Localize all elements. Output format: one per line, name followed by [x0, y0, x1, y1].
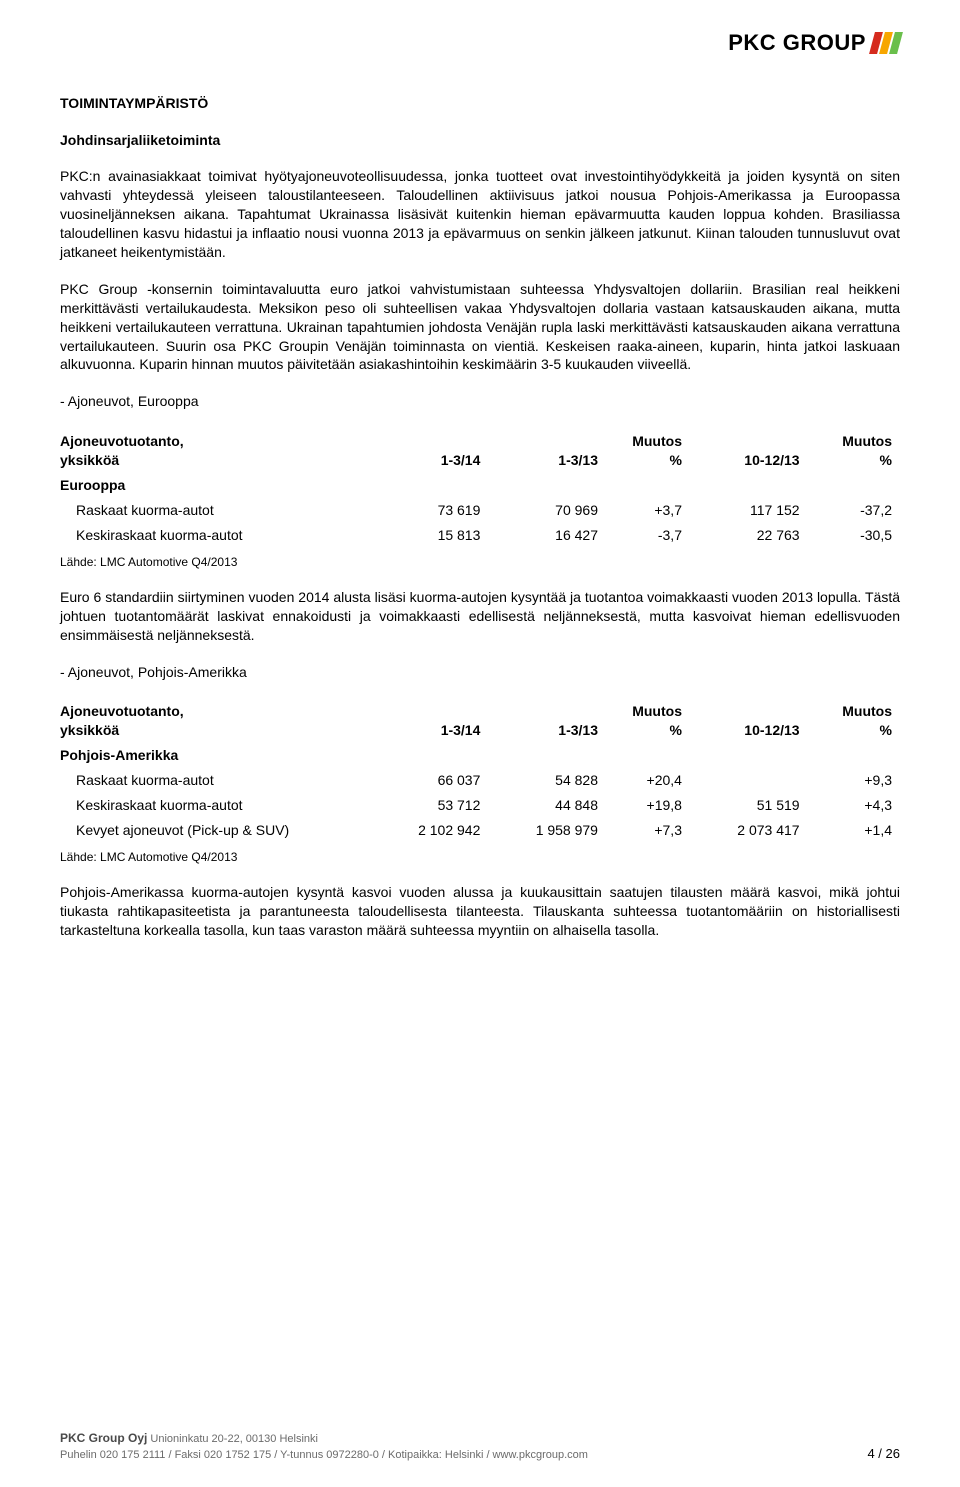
- cell: -30,5: [808, 523, 900, 548]
- table-row: Raskaat kuorma-autot 66 037 54 828 +20,4…: [60, 768, 900, 793]
- table-region-row: Pohjois-Amerikka: [60, 743, 900, 768]
- cell: Kevyet ajoneuvot (Pick-up & SUV): [60, 818, 371, 843]
- paragraph-na-after: Pohjois-Amerikassa kuorma-autojen kysynt…: [60, 883, 900, 940]
- col-header: [690, 429, 808, 451]
- footer-page-number: 4 / 26: [867, 1445, 900, 1463]
- table-header-row: Ajoneuvotuotanto, Muutos Muutos: [60, 429, 900, 451]
- col-header: yksikköä: [60, 721, 371, 743]
- col-header: 10-12/13: [690, 451, 808, 473]
- table-europe: Ajoneuvotuotanto, Muutos Muutos yksikköä…: [60, 429, 900, 547]
- cell: +9,3: [808, 768, 900, 793]
- cell: 53 712: [371, 793, 489, 818]
- cell: +4,3: [808, 793, 900, 818]
- cell: 51 519: [690, 793, 808, 818]
- table-region-row: Eurooppa: [60, 473, 900, 498]
- table-header-row: yksikköä 1-3/14 1-3/13 % 10-12/13 %: [60, 451, 900, 473]
- cell: +1,4: [808, 818, 900, 843]
- region-label: Pohjois-Amerikka: [60, 743, 900, 768]
- col-header: %: [606, 721, 690, 743]
- table-source: Lähde: LMC Automotive Q4/2013: [60, 554, 900, 570]
- cell: +7,3: [606, 818, 690, 843]
- cell: 66 037: [371, 768, 489, 793]
- cell: Raskaat kuorma-autot: [60, 768, 371, 793]
- footer-address: Unioninkatu 20-22, 00130 Helsinki: [150, 1433, 318, 1445]
- col-header: 1-3/14: [371, 721, 489, 743]
- table-row: Raskaat kuorma-autot 73 619 70 969 +3,7 …: [60, 498, 900, 523]
- footer-contact: Puhelin 020 175 2111 / Faksi 020 1752 17…: [60, 1449, 588, 1461]
- cell: Keskiraskaat kuorma-autot: [60, 793, 371, 818]
- col-header: %: [808, 721, 900, 743]
- footer-company: PKC Group Oyj: [60, 1431, 147, 1445]
- cell: [690, 768, 808, 793]
- col-header: %: [808, 451, 900, 473]
- pkc-logo: PKC GROUP: [728, 28, 900, 58]
- col-header: [371, 429, 489, 451]
- logo-text: PKC GROUP: [728, 28, 866, 58]
- col-header: [690, 699, 808, 721]
- cell: Raskaat kuorma-autot: [60, 498, 371, 523]
- col-header: 10-12/13: [690, 721, 808, 743]
- col-header: Muutos: [808, 699, 900, 721]
- col-header: 1-3/14: [371, 451, 489, 473]
- table-header-row: Ajoneuvotuotanto, Muutos Muutos: [60, 699, 900, 721]
- page-header: PKC GROUP: [60, 28, 900, 58]
- section-label-na: - Ajoneuvot, Pohjois-Amerikka: [60, 663, 900, 682]
- table-source: Lähde: LMC Automotive Q4/2013: [60, 849, 900, 865]
- paragraph-1: PKC:n avainasiakkaat toimivat hyötyajone…: [60, 167, 900, 261]
- paragraph-2: PKC Group -konsernin toimintavaluutta eu…: [60, 280, 900, 374]
- cell: 70 969: [488, 498, 606, 523]
- col-header: %: [606, 451, 690, 473]
- cell: 2 102 942: [371, 818, 489, 843]
- paragraph-europe-after: Euro 6 standardiin siirtyminen vuoden 20…: [60, 588, 900, 645]
- col-header: yksikköä: [60, 451, 371, 473]
- cell: -3,7: [606, 523, 690, 548]
- cell: 117 152: [690, 498, 808, 523]
- col-header: Muutos: [606, 699, 690, 721]
- cell: 22 763: [690, 523, 808, 548]
- col-header: [371, 699, 489, 721]
- col-header: 1-3/13: [488, 451, 606, 473]
- logo-bars-icon: [869, 32, 903, 54]
- col-header: Ajoneuvotuotanto,: [60, 699, 371, 721]
- col-header: Muutos: [606, 429, 690, 451]
- cell: +20,4: [606, 768, 690, 793]
- col-header: Muutos: [808, 429, 900, 451]
- page-footer: PKC Group Oyj Unioninkatu 20-22, 00130 H…: [60, 1430, 900, 1463]
- cell: 44 848: [488, 793, 606, 818]
- cell: +19,8: [606, 793, 690, 818]
- heading-main: TOIMINTAYMPÄRISTÖ: [60, 94, 900, 113]
- cell: 16 427: [488, 523, 606, 548]
- col-header: Ajoneuvotuotanto,: [60, 429, 371, 451]
- table-north-america: Ajoneuvotuotanto, Muutos Muutos yksikköä…: [60, 699, 900, 842]
- table-header-row: yksikköä 1-3/14 1-3/13 % 10-12/13 %: [60, 721, 900, 743]
- col-header: 1-3/13: [488, 721, 606, 743]
- cell: 73 619: [371, 498, 489, 523]
- cell: 2 073 417: [690, 818, 808, 843]
- cell: +3,7: [606, 498, 690, 523]
- cell: 15 813: [371, 523, 489, 548]
- cell: -37,2: [808, 498, 900, 523]
- section-label-europe: - Ajoneuvot, Eurooppa: [60, 392, 900, 411]
- footer-left: PKC Group Oyj Unioninkatu 20-22, 00130 H…: [60, 1430, 588, 1463]
- table-row: Keskiraskaat kuorma-autot 15 813 16 427 …: [60, 523, 900, 548]
- table-row: Keskiraskaat kuorma-autot 53 712 44 848 …: [60, 793, 900, 818]
- region-label: Eurooppa: [60, 473, 900, 498]
- col-header: [488, 429, 606, 451]
- heading-sub: Johdinsarjaliiketoiminta: [60, 131, 900, 150]
- table-row: Kevyet ajoneuvot (Pick-up & SUV) 2 102 9…: [60, 818, 900, 843]
- cell: 1 958 979: [488, 818, 606, 843]
- col-header: [488, 699, 606, 721]
- cell: Keskiraskaat kuorma-autot: [60, 523, 371, 548]
- cell: 54 828: [488, 768, 606, 793]
